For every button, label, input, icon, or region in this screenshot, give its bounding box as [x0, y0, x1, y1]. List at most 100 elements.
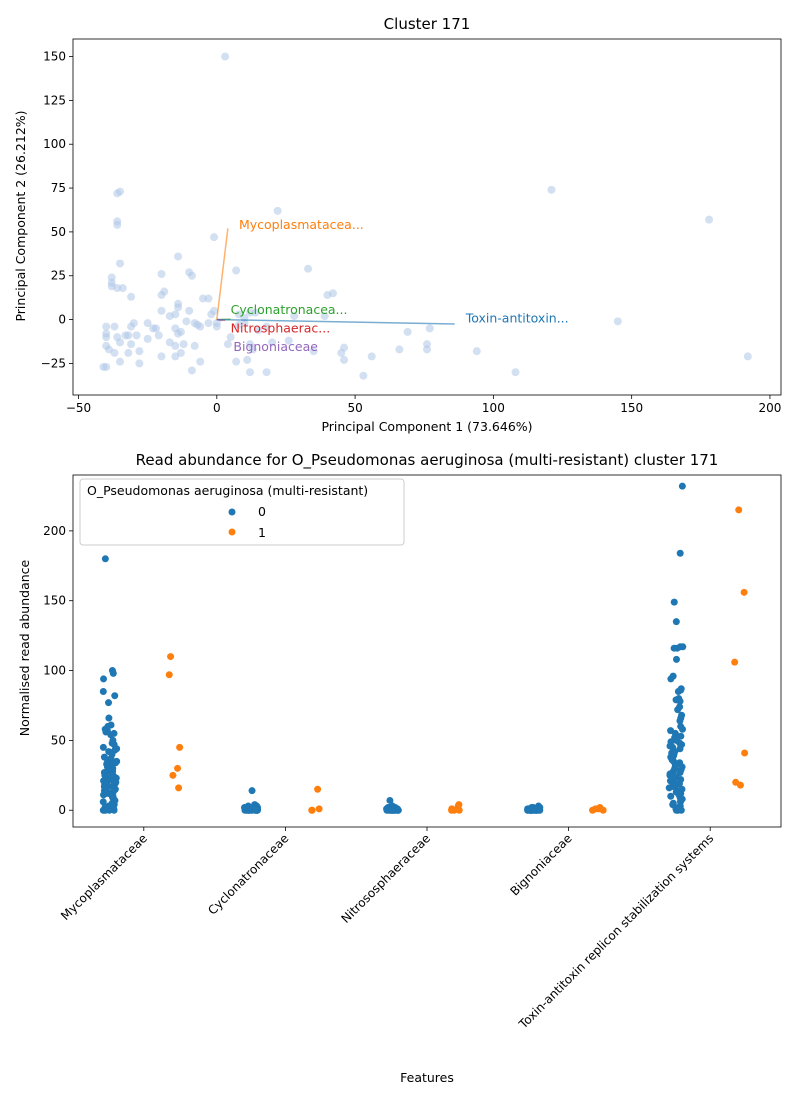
- pca-point: [196, 357, 205, 366]
- strip-plot-area: 0 50 100 150 200 Mycoplasmataceae Cyclonatrona…: [43, 474, 782, 1032]
- pca-point: [359, 371, 368, 380]
- pca-x-tick-label: 200: [758, 401, 781, 415]
- legend-marker-1: [228, 528, 236, 536]
- pca-point: [113, 284, 122, 293]
- pca-point: [149, 324, 158, 333]
- pca-point: [157, 269, 166, 278]
- strip-y-tick-label: 200: [43, 524, 66, 538]
- pca-point: [221, 52, 230, 61]
- pca-point: [116, 259, 125, 268]
- strip-point: [393, 806, 401, 814]
- pca-frame: [72, 38, 782, 396]
- strip-point: [175, 784, 183, 792]
- strip-point: [678, 725, 686, 733]
- pca-point: [423, 345, 431, 354]
- pca-x-tick-label: 0: [213, 401, 221, 415]
- strip-point: [165, 671, 173, 679]
- pca-point: [254, 326, 263, 335]
- pca-point: [328, 289, 337, 298]
- strip-point: [450, 806, 458, 814]
- strip-point: [679, 643, 687, 651]
- loading-vector: [216, 228, 229, 320]
- strip-x-tick-label: Bignoniaceae: [507, 831, 574, 898]
- strip-point: [315, 805, 323, 813]
- strip-point: [531, 806, 539, 814]
- strip-title: Read abundance for O_Pseudomonas aerugin…: [136, 451, 719, 470]
- pca-y-tick-label: 50: [51, 225, 66, 239]
- pca-point: [268, 338, 277, 347]
- strip-point: [386, 796, 394, 804]
- strip-point: [674, 806, 682, 814]
- pca-point: [243, 355, 252, 364]
- strip-point: [735, 506, 743, 514]
- strip-point: [674, 706, 682, 714]
- pca-point: [154, 331, 163, 340]
- pca-point: [127, 292, 136, 301]
- loading-label: Mycoplasmatacea...: [239, 217, 364, 232]
- strip-y-tick-label: 0: [58, 803, 66, 817]
- pca-point: [102, 362, 111, 371]
- legend-title: O_Pseudomonas aeruginosa (multi-resistan…: [87, 483, 368, 498]
- strip-point: [665, 784, 673, 792]
- pca-point: [743, 352, 752, 361]
- strip-point: [741, 749, 749, 757]
- strip-point: [99, 743, 107, 751]
- strip-point: [176, 743, 184, 751]
- pca-point: [212, 322, 221, 331]
- loading-label: Nitrosphaerac...: [231, 320, 331, 335]
- pca-point: [174, 303, 183, 312]
- pca-y-tick-label: 150: [43, 50, 66, 64]
- pca-point: [196, 322, 205, 331]
- strip-point: [167, 653, 175, 661]
- strip-point: [670, 598, 678, 606]
- strip-y-tick-label: 100: [43, 664, 66, 678]
- strip-point: [248, 787, 256, 795]
- strip-point: [109, 669, 117, 677]
- strip-x-axis-label: Features: [400, 1070, 454, 1085]
- pca-point: [251, 308, 260, 317]
- pca-point: [273, 206, 282, 215]
- pca-point: [182, 317, 191, 326]
- pca-point: [157, 352, 166, 361]
- loading-vector: [216, 318, 223, 322]
- pca-point: [210, 233, 219, 242]
- strip-x-tick-label: Mycoplasmataceae: [58, 831, 150, 923]
- loading-label: Cyclonatronacea...: [231, 302, 348, 317]
- pca-point: [127, 340, 136, 349]
- strip-point: [101, 806, 109, 814]
- pca-y-tick-label: 0: [58, 313, 66, 327]
- strip-x-tick-label: Nitrososphaeraceae: [338, 831, 433, 926]
- pca-point: [403, 327, 412, 336]
- strip-point: [526, 806, 534, 814]
- strip-point: [111, 692, 119, 700]
- pca-y-axis-label: Principal Component 2 (26.212%): [13, 110, 28, 321]
- strip-point: [241, 806, 249, 814]
- strip-x-tick-label: Cyclonatronaceae: [205, 831, 291, 917]
- pca-point: [246, 368, 254, 377]
- loading-vector: [216, 318, 455, 325]
- strip-point: [99, 688, 107, 696]
- pca-point: [547, 185, 556, 194]
- legend-label-0: 0: [258, 504, 266, 519]
- strip-point: [676, 717, 684, 725]
- strip-y-tick-label: 50: [51, 733, 66, 747]
- pca-point: [157, 306, 166, 315]
- pca-point: [118, 284, 127, 293]
- strip-point: [667, 792, 675, 800]
- strip-point: [589, 806, 597, 814]
- strip-point: [676, 549, 684, 557]
- pca-point: [132, 331, 141, 340]
- strip-point: [740, 588, 748, 596]
- pca-point: [187, 271, 196, 280]
- pca-point: [171, 352, 180, 361]
- pca-point: [320, 312, 329, 321]
- loading-label: Bignoniaceae: [233, 339, 318, 354]
- pca-x-tick-label: −50: [66, 401, 91, 415]
- legend-label-1: 1: [258, 525, 266, 540]
- pca-y-tick-label: 100: [43, 137, 66, 151]
- pca-point: [157, 291, 166, 300]
- pca-point: [116, 357, 125, 366]
- pca-point: [204, 294, 213, 303]
